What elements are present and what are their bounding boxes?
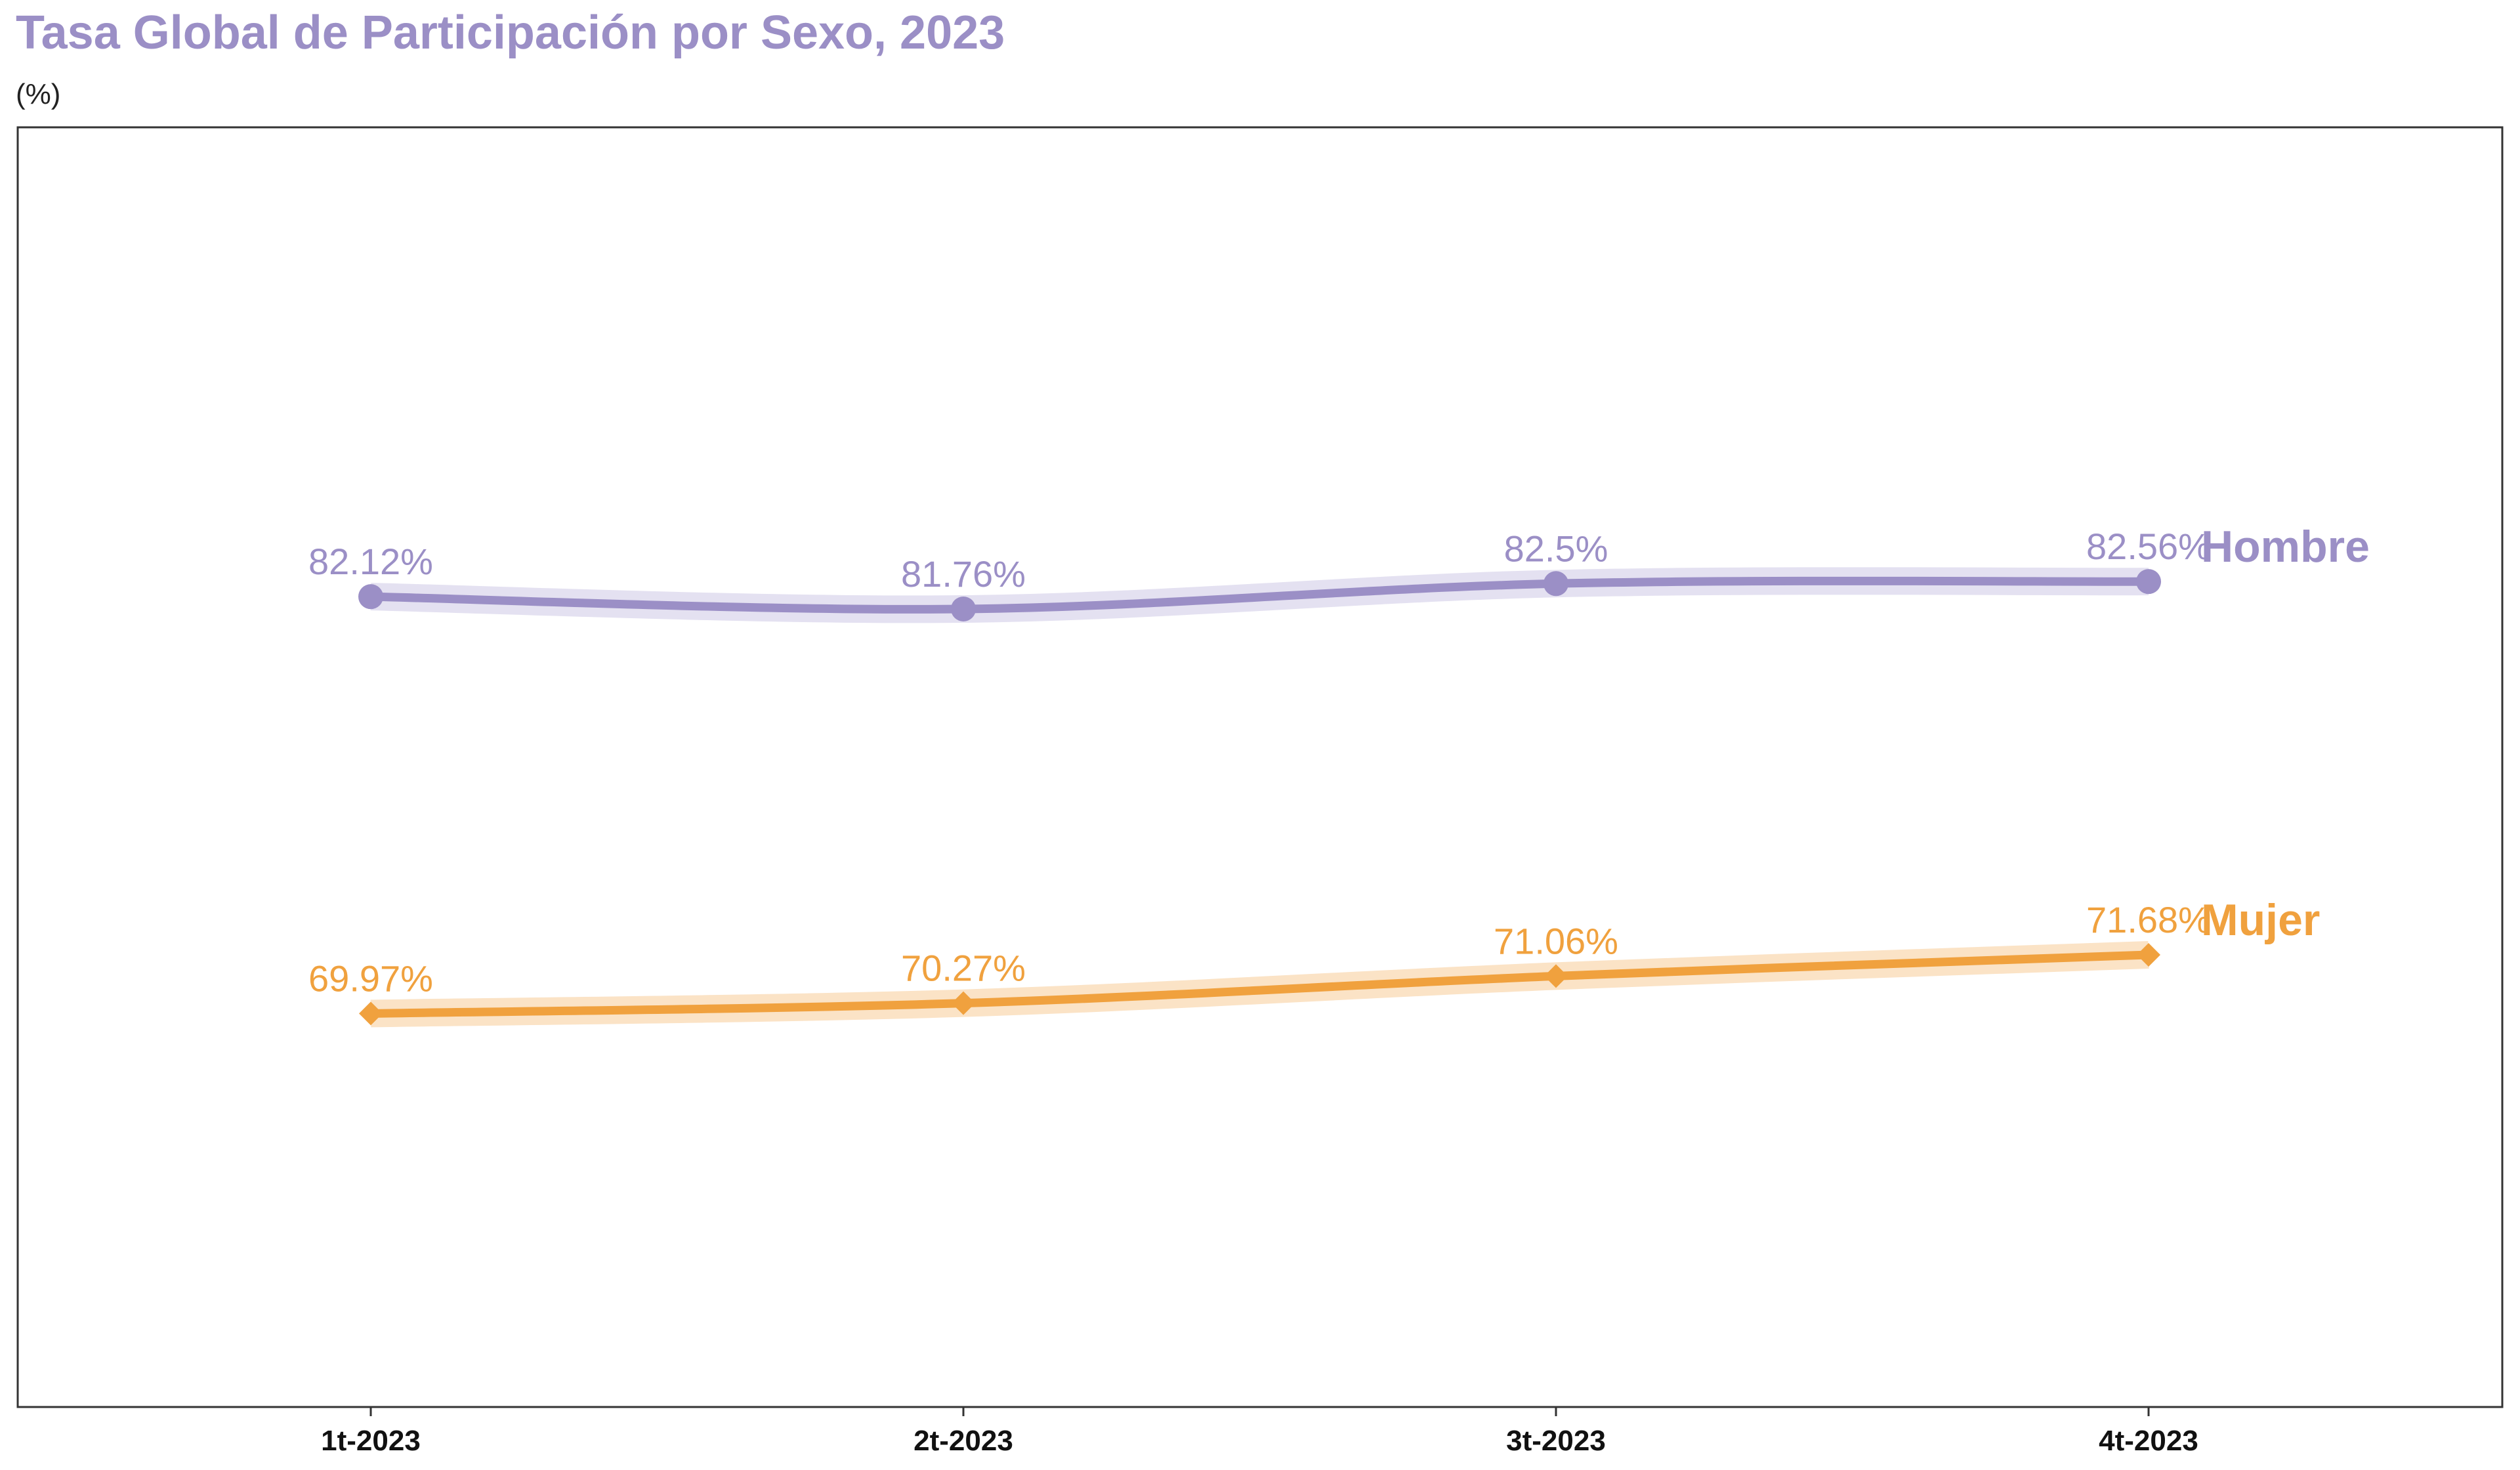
series-line-hombre [366, 576, 2153, 614]
series-label-mujer: Mujer [2201, 895, 2320, 945]
plot-area-frame [16, 126, 2504, 1408]
series-line-mujer [366, 950, 2153, 1018]
data-point-mujer [359, 1001, 383, 1026]
data-label-mujer: 71.06% [1494, 920, 1618, 961]
data-label-mujer: 71.68% [2086, 899, 2211, 940]
x-tick-label: 2t-2023 [914, 1425, 1013, 1457]
data-point-hombre [358, 584, 383, 610]
data-point-mujer [1544, 964, 1568, 988]
data-label-mujer: 69.97% [308, 957, 433, 999]
data-label-hombre: 82.12% [308, 541, 433, 582]
data-point-hombre [951, 596, 976, 621]
data-point-mujer [952, 991, 975, 1015]
data-point-mujer [2137, 942, 2160, 967]
series-label-hombre: Hombre [2201, 522, 2370, 572]
x-tick-label: 1t-2023 [321, 1425, 421, 1457]
data-point-hombre [1544, 571, 1568, 597]
data-label-hombre: 82.56% [2086, 526, 2211, 567]
data-label-hombre: 81.76% [901, 553, 1026, 595]
chart-subtitle: (%) [16, 78, 60, 110]
data-label-mujer: 70.27% [901, 948, 1026, 989]
x-tick-label: 4t-2023 [2099, 1425, 2198, 1457]
data-point-hombre [2136, 569, 2161, 595]
plot-layer: 1t-2023 2t-2023 3t-2023 4t-2023 82.12% 81.76%… [308, 522, 2370, 1457]
data-label-hombre: 82.5% [1504, 528, 1608, 569]
chart-title: Tasa Global de Participación por Sexo, 2… [16, 7, 1005, 59]
x-tick-label: 3t-2023 [1506, 1425, 1606, 1457]
